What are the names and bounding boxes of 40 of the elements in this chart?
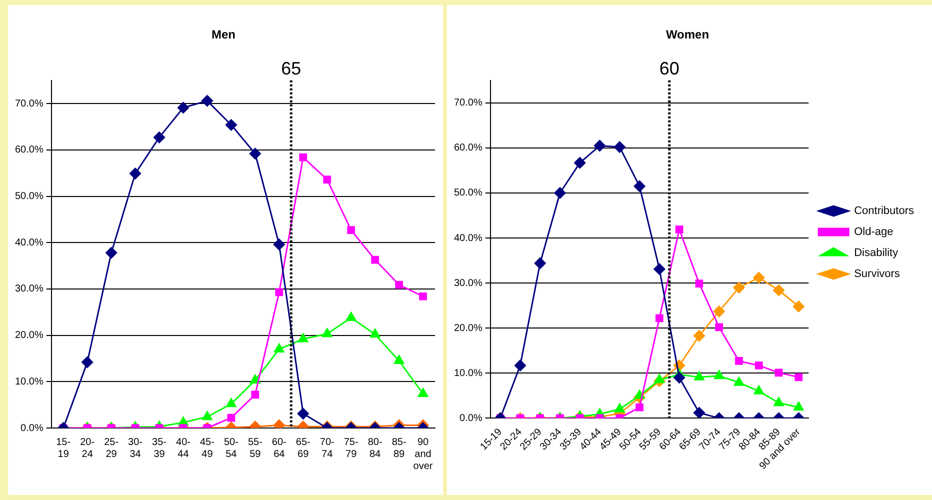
x-tick-label: 70-74 <box>320 436 334 460</box>
y-tick-label: 60.0% <box>14 144 44 156</box>
ref-line-label: 65 <box>281 58 302 78</box>
y-tick-label: 70.0% <box>14 98 44 110</box>
x-tick-label: 65-69 <box>296 436 310 460</box>
x-tick-label: 45-49 <box>200 436 214 460</box>
x-tick-label: 30-34 <box>128 436 143 460</box>
y-tick-label: 40.0% <box>14 237 44 248</box>
y-tick-label: 30.0% <box>14 284 44 295</box>
x-tick-label: 40-44 <box>176 436 190 460</box>
x-tick-label: 15-19 <box>56 436 71 460</box>
y-tick-label: 20.0% <box>454 322 482 334</box>
y-tick-label: 10.0% <box>14 376 44 388</box>
x-tick-label: 75-79 <box>344 436 358 460</box>
y-tick-label: 0.0% <box>20 422 44 434</box>
y-tick-label: 20.0% <box>14 330 44 342</box>
x-tick-label: 90 and over <box>413 436 434 472</box>
y-tick-label: 30.0% <box>454 278 482 289</box>
x-tick-label: 25-29 <box>104 436 119 460</box>
y-tick-label: 40.0% <box>454 232 482 244</box>
y-tick-label: 70.0% <box>454 98 482 109</box>
legend-label: Disability <box>854 247 899 260</box>
x-tick-label: 85-89 <box>392 436 406 460</box>
y-tick-label: 50.0% <box>454 188 482 199</box>
x-tick-label: 35-39 <box>152 436 166 460</box>
y-tick-label: 50.0% <box>14 191 44 202</box>
x-tick-label: 20-24 <box>80 436 95 460</box>
x-tick-label: 55-59 <box>248 436 262 460</box>
y-tick-label: 0.0% <box>460 412 482 424</box>
ref-line-label: 60 <box>659 58 680 78</box>
legend-label: Old-age <box>854 226 894 238</box>
y-tick-label: 10.0% <box>454 368 482 379</box>
x-tick-label: 80-84 <box>368 436 382 460</box>
chart-title: Men <box>212 28 236 42</box>
x-tick-label: 50-54 <box>224 436 238 460</box>
y-tick-label: 60.0% <box>454 142 482 154</box>
x-tick-label: 60-64 <box>272 436 286 460</box>
legend-label: Survivors <box>854 268 900 280</box>
chart-title: Women <box>666 28 710 42</box>
legend-label: Contributors <box>854 205 914 218</box>
